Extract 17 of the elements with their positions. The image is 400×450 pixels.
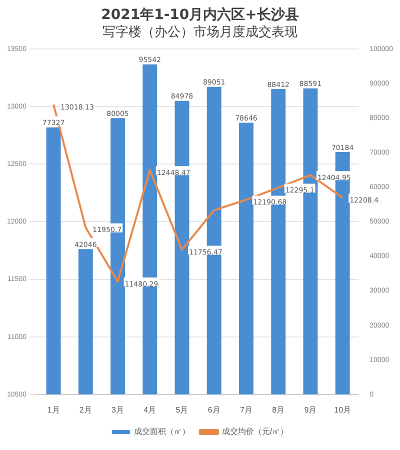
chart-subtitle: 写字楼（办公）市场月度成交表现 [102,24,298,41]
x-tick-label: 5月 [176,405,188,414]
x-tick-label: 8月 [272,405,285,414]
chart-title: 2021年1-10月内六区+长沙县 [100,6,300,24]
x-tick-label: 1月 [47,405,60,414]
legend-label: 成交面积（㎡） [134,427,190,436]
bar [239,122,254,394]
x-tick-label: 3月 [112,405,124,414]
x-tick-label: 4月 [144,405,156,414]
x-tick-label: 6月 [208,405,220,414]
x-tick-label: 7月 [240,405,252,414]
bar [78,249,93,394]
bar [46,127,61,394]
x-tick-label: 10月 [334,405,352,414]
x-tick-label: 9月 [304,405,317,414]
legend-label: 成交均价（元/㎡） [222,427,288,436]
x-tick-label: 2月 [79,405,92,414]
